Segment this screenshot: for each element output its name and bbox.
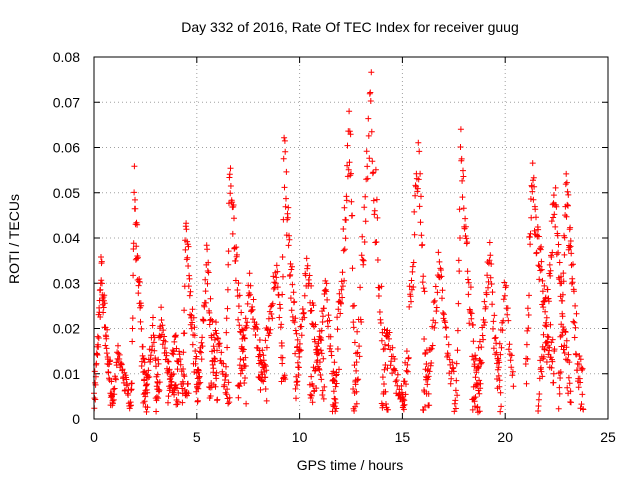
y-tick-label: 0.02 bbox=[53, 321, 80, 337]
y-axis-label: ROTI / TECUs bbox=[6, 194, 22, 284]
x-tick-label: 10 bbox=[292, 429, 308, 445]
y-tick-label: 0.06 bbox=[53, 140, 80, 156]
y-tick-label: 0.03 bbox=[53, 275, 80, 291]
grid bbox=[93, 56, 609, 420]
y-tick-label: 0.04 bbox=[53, 230, 80, 246]
y-tick-label: 0.05 bbox=[53, 185, 80, 201]
y-tick-label: 0 bbox=[72, 411, 80, 427]
x-tick-label: 0 bbox=[90, 429, 98, 445]
x-axis-label: GPS time / hours bbox=[297, 457, 404, 473]
plot-frame bbox=[93, 56, 609, 420]
x-tick-labels: 0 5 10 15 20 25 bbox=[90, 429, 616, 445]
y-tick-labels: 0 0.01 0.02 0.03 0.04 0.05 0.06 0.07 0.08 bbox=[53, 49, 80, 427]
x-tick-label: 20 bbox=[497, 429, 513, 445]
data-points bbox=[91, 69, 587, 416]
y-tick-label: 0.08 bbox=[53, 49, 80, 65]
y-tick-label: 0.07 bbox=[53, 94, 80, 110]
x-tick-label: 5 bbox=[193, 429, 201, 445]
roti-points bbox=[91, 69, 587, 416]
x-tick-label: 25 bbox=[600, 429, 616, 445]
x-tick-label: 15 bbox=[395, 429, 411, 445]
chart-title: Day 332 of 2016, Rate Of TEC Index for r… bbox=[181, 19, 518, 35]
y-tick-label: 0.01 bbox=[53, 366, 80, 382]
